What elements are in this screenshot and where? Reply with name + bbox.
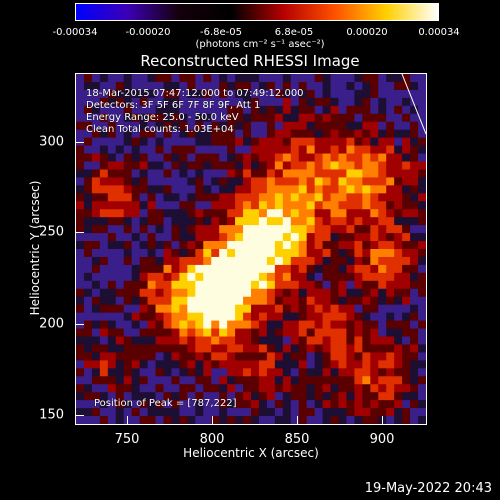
counts-annotation: Clean Total counts: 1.03E+04 — [86, 124, 234, 135]
peak-position-label: Position of Peak = [787,222] — [94, 398, 237, 409]
colorbar-tick: 6.8e-05 — [274, 27, 314, 38]
y-tick-label: 250 — [39, 224, 64, 240]
rhessi-image-panel: 18-Mar-2015 07:47:12.000 to 07:49:12.000… — [75, 73, 427, 425]
x-tick-label: 850 — [284, 432, 310, 447]
y-tick-label: 300 — [39, 134, 64, 150]
colorbar-tick: -0.00034 — [52, 27, 98, 38]
rhessi-image — [76, 74, 426, 424]
colorbar-tick: 0.00034 — [418, 27, 460, 38]
colorbar-units: (photons cm⁻² s⁻¹ asec⁻²) — [195, 39, 325, 50]
colorbar-tick: -6.8e-05 — [200, 27, 242, 38]
time-range-annotation: 18-Mar-2015 07:47:12.000 to 07:49:12.000 — [86, 88, 304, 99]
y-axis-label: Heliocentric Y (arcsec) — [28, 180, 42, 316]
x-axis-label: Heliocentric X (arcsec) — [183, 446, 319, 460]
limb-line — [401, 74, 426, 135]
plot-title: Reconstructed RHESSI Image — [140, 52, 360, 70]
timestamp: 19-May-2022 20:43 — [364, 481, 492, 496]
x-tick-label: 800 — [199, 432, 225, 447]
y-tick-label: 200 — [39, 316, 64, 332]
y-tick-label: 150 — [39, 407, 64, 423]
x-tick-label: 900 — [369, 432, 395, 447]
detectors-annotation: Detectors: 3F 5F 6F 7F 8F 9F, Att 1 — [86, 100, 261, 111]
energy-range-annotation: Energy Range: 25.0 - 50.0 keV — [86, 112, 239, 123]
x-tick-label: 750 — [114, 432, 140, 447]
colorbar-tick: 0.00020 — [346, 27, 388, 38]
colorbar — [75, 3, 439, 21]
colorbar-tick: -0.00020 — [125, 27, 171, 38]
